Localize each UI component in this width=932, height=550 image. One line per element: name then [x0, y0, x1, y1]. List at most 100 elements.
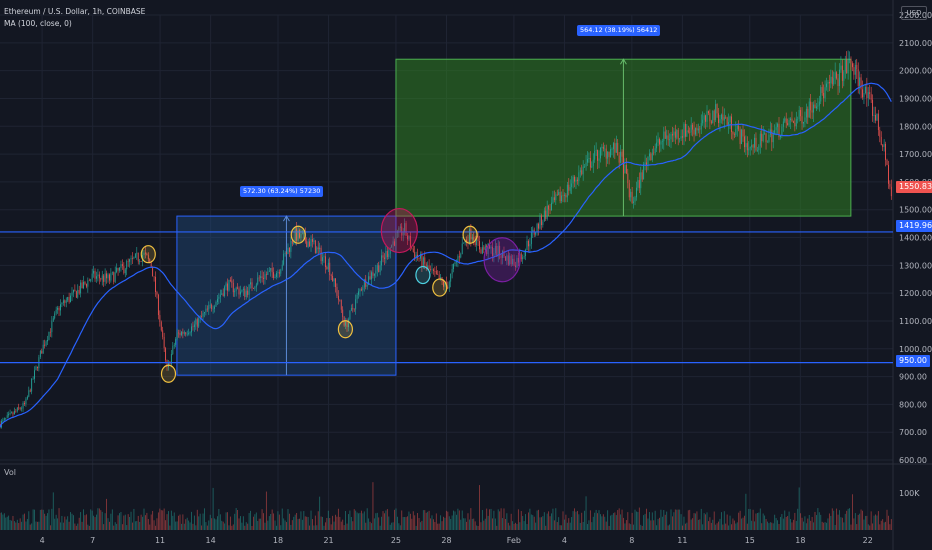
annotation-circle-yellow: [290, 225, 306, 244]
volume-bar: [133, 508, 135, 530]
candle-body: [12, 412, 14, 415]
candle-body: [143, 252, 145, 256]
candle-body: [21, 408, 23, 410]
candle-body: [546, 205, 548, 219]
annotation-circle-red: [380, 207, 418, 254]
candle-body: [134, 253, 136, 258]
volume-bar: [221, 520, 223, 530]
candle-body: [545, 210, 547, 219]
volume-bar: [301, 519, 303, 530]
candle-body: [257, 277, 259, 285]
currency-badge[interactable]: USD: [901, 6, 927, 20]
candle-body: [814, 104, 816, 109]
candle-body: [126, 261, 128, 270]
candle-body: [277, 272, 279, 274]
candle-body: [748, 148, 750, 151]
volume-bar: [890, 519, 892, 530]
candle-body: [846, 59, 848, 74]
candle-body: [700, 123, 702, 130]
volume-bar: [451, 515, 453, 530]
volume-bar: [670, 509, 672, 530]
candle-body: [254, 287, 256, 289]
candle-body: [299, 230, 300, 238]
volume-bar: [371, 523, 372, 530]
annotation-circle-yellow: [462, 225, 478, 244]
volume-bar: [637, 512, 639, 530]
volume-bar: [303, 511, 305, 530]
candle-body: [437, 274, 439, 275]
candle-body: [93, 270, 95, 274]
volume-bar: [630, 524, 632, 530]
measure-label-1[interactable]: 572.30 (63.24%) 57230: [240, 186, 324, 197]
volume-bar: [733, 520, 735, 530]
volume-bar: [65, 519, 67, 530]
candle-body: [399, 226, 401, 228]
candle-body: [228, 280, 230, 291]
candle-body: [77, 289, 79, 298]
candle-body: [640, 172, 642, 189]
candle-body: [231, 280, 233, 283]
candle-body: [749, 146, 751, 149]
ma-indicator-label[interactable]: MA (100, close, 0): [4, 19, 72, 28]
volume-bar: [561, 525, 563, 530]
candle-body: [309, 241, 311, 247]
volume-bar: [641, 525, 643, 530]
measure-label-2[interactable]: 564.12 (38.19%) 56412: [577, 25, 661, 36]
volume-bar: [153, 520, 155, 530]
candle-body: [790, 118, 791, 121]
candle-body: [663, 131, 665, 142]
candle-body: [145, 252, 146, 254]
candle-body: [569, 186, 571, 191]
candle-body: [720, 114, 722, 120]
candle-body: [369, 276, 371, 280]
volume-bar: [454, 511, 456, 530]
volume-bar: [337, 508, 339, 530]
support-price-tag: 950.00: [896, 355, 930, 367]
time-axis-label: 7: [90, 536, 95, 545]
volume-bar: [484, 518, 486, 530]
volume-bar: [816, 515, 817, 530]
candle-body: [244, 288, 246, 297]
volume-bar: [736, 522, 738, 530]
volume-bar: [515, 522, 516, 530]
time-axis-label: 4: [562, 536, 567, 545]
candle-body: [22, 402, 24, 409]
volume-bar: [277, 511, 279, 530]
candle-body: [453, 264, 455, 270]
candle-body: [129, 259, 131, 262]
price-axis-label: 2000.00: [899, 67, 932, 76]
candle-body: [152, 266, 154, 277]
volume-bar: [198, 516, 200, 530]
candle-body: [114, 272, 116, 282]
volume-bar: [241, 522, 243, 530]
volume-bar: [749, 509, 751, 530]
candle-body: [42, 344, 44, 354]
candle-body: [153, 276, 155, 278]
candle-body: [162, 330, 164, 337]
volume-bar: [300, 511, 302, 530]
candle-body: [255, 284, 257, 288]
volume-bar: [585, 496, 587, 530]
candle-body: [684, 123, 686, 137]
volume-bar: [869, 525, 871, 530]
candle-body: [506, 255, 508, 261]
candle-body: [409, 235, 411, 249]
volume-bar: [409, 513, 411, 530]
volume-bar: [876, 515, 878, 530]
candle-body: [463, 242, 465, 244]
volume-bar: [877, 511, 879, 530]
candle-body: [579, 170, 581, 173]
volume-bar: [8, 515, 10, 530]
volume-bar: [797, 508, 799, 530]
candle-body: [798, 110, 800, 119]
candle-body: [778, 123, 780, 138]
candle-body: [532, 229, 534, 232]
candle-body: [504, 256, 506, 261]
volume-bar: [81, 521, 83, 530]
candle-body: [735, 129, 737, 135]
volume-bar: [751, 520, 753, 530]
volume-bar: [126, 525, 128, 530]
volume-bar: [162, 510, 164, 530]
volume-label[interactable]: Vol: [4, 468, 16, 477]
